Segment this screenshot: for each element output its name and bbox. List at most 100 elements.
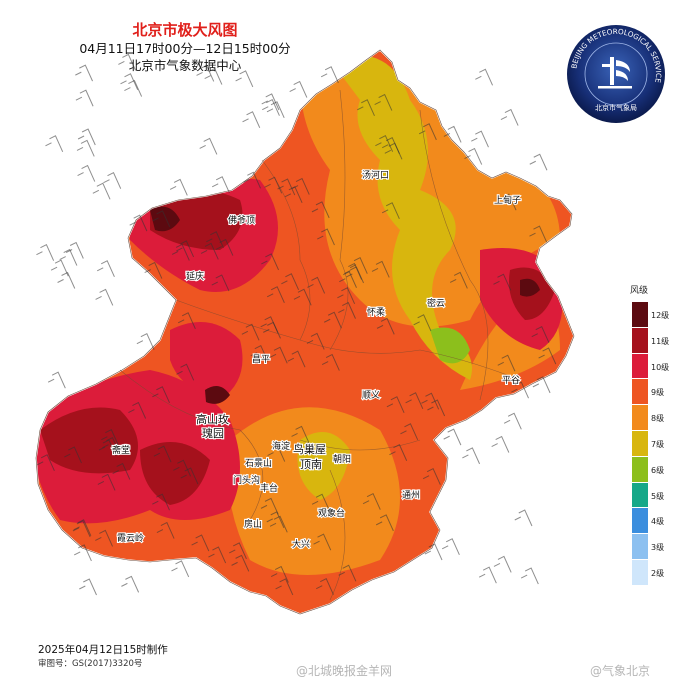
place-label: 佛爷顶: [228, 214, 255, 226]
wind-barb: [229, 542, 247, 560]
wind-barb: [72, 520, 91, 538]
wind-barb: [357, 99, 375, 116]
wind-barb: [261, 253, 280, 271]
wind-barb: [176, 363, 195, 381]
wind-barb: [266, 101, 285, 119]
wind-barb: [269, 515, 288, 533]
wind-barb: [76, 139, 95, 157]
legend-label: 10级: [651, 362, 670, 372]
wind-barb: [211, 176, 230, 194]
wind-barb: [144, 261, 163, 279]
legend-swatch: [632, 379, 648, 406]
wind-barb: [462, 447, 481, 465]
wind-barb: [98, 439, 117, 457]
wind-barb: [77, 128, 96, 146]
legend-swatch: [632, 430, 648, 457]
wind-barb: [269, 346, 288, 364]
wind-barb: [405, 392, 424, 409]
wind-barb: [112, 462, 131, 480]
wind-barb: [260, 316, 279, 333]
wind-barb: [152, 493, 170, 511]
wind-barb: [211, 274, 230, 292]
wind-barb: [317, 228, 335, 246]
wind-barb: [235, 70, 254, 88]
wind-barb: [118, 53, 137, 71]
wind-barb: [422, 468, 441, 485]
wind-barb: [287, 350, 306, 368]
legend-swatch: [632, 405, 648, 431]
wind-barb: [243, 171, 262, 189]
legend-swatch: [632, 302, 648, 328]
place-label: 平谷: [502, 375, 520, 386]
wind-barb: [77, 164, 96, 182]
wind-barb: [500, 108, 519, 126]
place-label: 顶南: [300, 458, 322, 471]
production-time: 2025年04月12日15时制作: [38, 644, 168, 656]
legend-swatch: [632, 327, 648, 354]
wind-barb: [176, 240, 195, 258]
wind-barb: [79, 578, 97, 596]
wind-barb: [196, 64, 215, 82]
wind-barb: [101, 429, 120, 446]
wind-barb: [362, 492, 381, 510]
wind-barb: [497, 354, 516, 372]
wind-barb: [427, 399, 446, 417]
wind-barb: [284, 186, 303, 204]
wind-barb: [206, 231, 224, 249]
wind-barb: [204, 67, 223, 85]
wind-barb: [493, 555, 512, 573]
wind-barb: [374, 93, 393, 111]
legend-swatch: [632, 508, 648, 535]
wind-barb: [421, 392, 440, 410]
wind-barb: [520, 567, 539, 585]
wind-barb: [36, 454, 55, 472]
legend-swatch: [632, 482, 648, 509]
wind-barb: [337, 287, 356, 305]
legend-label: 5级: [651, 491, 665, 501]
place-label: 霞云岭: [117, 532, 144, 544]
legend-swatch: [632, 534, 648, 560]
legend-title: 风级: [630, 286, 649, 296]
wind-barb: [152, 386, 171, 404]
wind-barb: [200, 242, 219, 260]
wind-barb: [92, 182, 111, 200]
wind-barb: [376, 317, 395, 335]
place-label: 怀柔: [367, 306, 385, 318]
wind-barb: [529, 225, 548, 243]
wind-barbs: [36, 53, 557, 596]
wind-barb: [50, 259, 69, 277]
wind-barb: [152, 210, 171, 228]
wind-barb: [173, 459, 192, 477]
wind-barb: [471, 130, 489, 148]
wind-barb: [241, 323, 260, 341]
wind-barb: [75, 64, 93, 82]
wind-barb: [171, 243, 190, 261]
wind-barb: [339, 271, 357, 288]
wind-barb: [47, 371, 66, 389]
wind-barb: [538, 347, 557, 365]
place-label: 鸟巢屋: [293, 442, 326, 456]
wind-barb: [73, 544, 92, 562]
wind-barb: [277, 178, 296, 196]
map-title: 北京市极大风图: [132, 21, 238, 39]
wind-barb: [306, 332, 325, 350]
wind-barb: [102, 437, 121, 454]
legend-label: 9级: [651, 388, 665, 398]
wind-barb: [381, 202, 400, 220]
wind-barb: [491, 435, 510, 453]
wind-barb: [449, 271, 468, 289]
legend-label: 6级: [651, 465, 665, 475]
wind-barb: [103, 171, 122, 189]
wind-barb: [344, 262, 363, 280]
legend-label: 12级: [651, 311, 670, 320]
wind-barb: [120, 73, 139, 91]
place-label: 顺义: [362, 390, 380, 401]
legend-swatch: [632, 456, 648, 483]
wind-barb: [208, 546, 227, 564]
place-label: 石景山: [245, 458, 272, 469]
wind-barb: [191, 534, 210, 552]
wind-barb: [129, 214, 148, 232]
place-label: 观象台: [318, 507, 345, 519]
legend-swatch: [632, 559, 648, 586]
